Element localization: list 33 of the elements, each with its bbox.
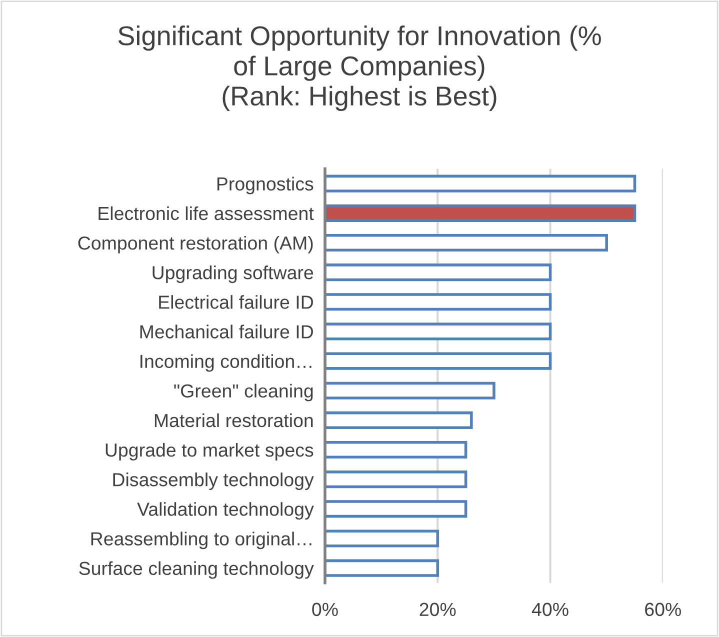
chart-title: Significant Opportunity for Innovation (% of Large Companies) (Rank: Highest is Best) [118,25,601,112]
bar [324,440,468,459]
y-tick-label: Material restoration [154,413,313,428]
bar [324,204,636,222]
bar [324,530,440,548]
y-tick-label: Prognostics [217,176,314,194]
bar [324,470,468,488]
y-tick-label: Upgrading software [152,266,314,283]
bar [324,174,636,192]
bar [324,500,468,518]
y-tick-label: Electronic life assessment [98,206,314,220]
y-tick-label: Upgrade to market specs [106,442,314,460]
y-tick-label: Incoming condition… [140,354,312,372]
bar [324,322,552,340]
y-tick-label: "Green" cleaning [174,384,313,402]
bar [324,352,552,370]
y-tick-label: Surface cleaning technology [79,561,314,579]
x-tick-label: 60% [645,602,682,616]
y-tick-label: Mechanical failure ID [140,324,313,338]
x-tick-label: 20% [420,602,456,616]
y-tick-label: Component restoration (AM) [78,236,313,254]
bar [324,234,608,252]
bar [324,293,552,311]
bar [324,264,552,282]
y-tick-label: Electrical failure ID [159,295,313,309]
x-tick-label: 40% [532,602,568,616]
bar [324,411,473,429]
bar [324,382,496,400]
bar [324,559,440,577]
y-tick-label: Disassembly technology [113,472,314,490]
y-tick-label: Validation technology [137,502,314,520]
y-tick-label: Reassembling to original… [91,532,312,550]
x-tick-label: 0% [312,602,338,616]
